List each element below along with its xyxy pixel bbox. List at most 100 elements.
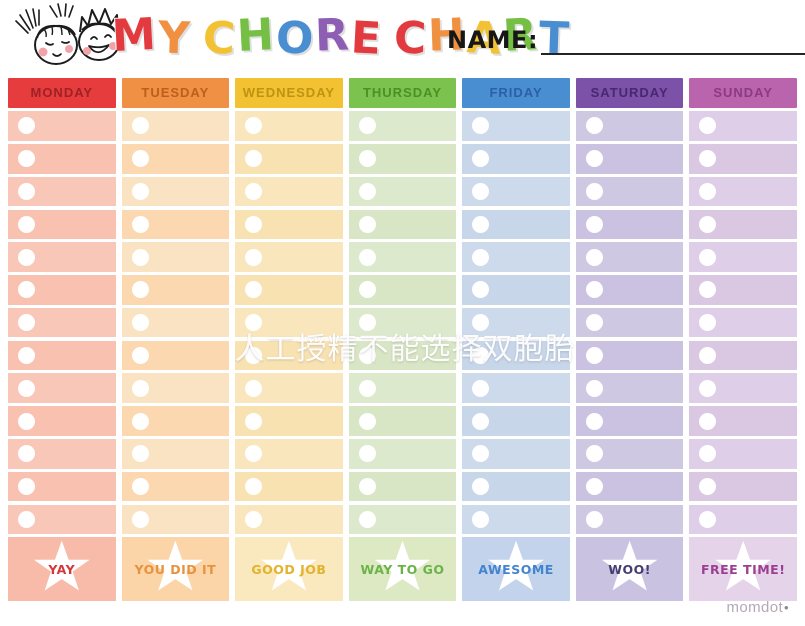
- chore-cell: [8, 439, 116, 469]
- chore-bullet-circle: [699, 281, 717, 299]
- chore-bullet-circle: [699, 117, 717, 135]
- chore-cell: [235, 340, 343, 371]
- chore-cell: [121, 275, 230, 305]
- chore-cell: [348, 471, 457, 502]
- chore-bullet-circle: [245, 412, 263, 430]
- chore-cell: [462, 504, 570, 535]
- chore-bullet-circle: [585, 215, 603, 233]
- chore-bullet-circle: [245, 510, 263, 528]
- chore-cell: [8, 111, 116, 141]
- day-header: THURSDAY: [348, 78, 457, 108]
- chore-bullet-circle: [699, 379, 717, 397]
- chore-bullet-circle: [358, 478, 376, 496]
- chore-cell: [575, 209, 684, 240]
- brand-logo: momdot•: [726, 599, 789, 616]
- chore-bullet-circle: [245, 248, 263, 266]
- chore-bullet-circle: [131, 379, 149, 397]
- chore-cell: [8, 275, 116, 305]
- chore-bullet-circle: [131, 215, 149, 233]
- chore-cell: [348, 275, 457, 305]
- chore-bullet-circle: [18, 150, 35, 168]
- chore-cell: [121, 209, 230, 240]
- chore-cell: [121, 406, 230, 436]
- chore-cell: [689, 143, 797, 174]
- chore-cell: [462, 176, 570, 207]
- chore-bullet-circle: [585, 445, 603, 463]
- title-letter: [383, 15, 392, 59]
- chore-bullet-circle: [358, 510, 376, 528]
- title-letter: E: [349, 12, 383, 65]
- chore-bullet-circle: [18, 314, 35, 332]
- chore-bullet-circle: [245, 314, 263, 332]
- chore-cell: [235, 176, 343, 207]
- chore-cell: [575, 373, 684, 404]
- chore-bullet-circle: [131, 117, 149, 135]
- kids-illustration: [15, 3, 120, 65]
- name-label: NAME:: [447, 26, 539, 54]
- reward-label: WAY TO GO: [360, 561, 445, 577]
- chore-cell: [235, 209, 343, 240]
- chore-cell: [689, 307, 797, 338]
- day-column-tuesday: TUESDAY YOU DID IT: [121, 78, 230, 602]
- day-header: MONDAY: [8, 78, 116, 108]
- chore-bullet-circle: [358, 150, 376, 168]
- chore-bullet-circle: [131, 510, 149, 528]
- chore-bullet-circle: [585, 183, 603, 201]
- chore-cell: [689, 406, 797, 436]
- chore-bullet-circle: [18, 510, 35, 528]
- chore-cell: [575, 307, 684, 338]
- chore-bullet-circle: [245, 445, 263, 463]
- chore-cell: [8, 143, 116, 174]
- chore-cell: [348, 242, 457, 272]
- day-column-monday: MONDAY YAY: [8, 78, 116, 602]
- chore-bullet-circle: [18, 412, 35, 430]
- chore-cell: [462, 307, 570, 338]
- chore-cell: [8, 209, 116, 240]
- chore-bullet-circle: [131, 248, 149, 266]
- chore-cell: [462, 111, 570, 141]
- chore-bullet-circle: [699, 314, 717, 332]
- chore-cell: [462, 340, 570, 371]
- chore-cell: [8, 307, 116, 338]
- chore-bullet-circle: [131, 281, 149, 299]
- chore-bullet-circle: [18, 248, 35, 266]
- chore-cell: [8, 373, 116, 404]
- chore-bullet-circle: [472, 248, 490, 266]
- chore-cell: [575, 340, 684, 371]
- chore-bullet-circle: [358, 379, 376, 397]
- chore-cell: [575, 471, 684, 502]
- reward-cell: YAY: [8, 537, 116, 602]
- chore-cell: [235, 504, 343, 535]
- chore-cell: [348, 406, 457, 436]
- chore-bullet-circle: [245, 150, 263, 168]
- chore-bullet-circle: [699, 346, 717, 364]
- chore-cell: [121, 504, 230, 535]
- chore-bullet-circle: [245, 346, 263, 364]
- chore-cell: [348, 176, 457, 207]
- chore-bullet-circle: [131, 412, 149, 430]
- chore-bullet-circle: [358, 314, 376, 332]
- reward-cell: FREE TIME!: [689, 537, 797, 602]
- chore-cell: [575, 111, 684, 141]
- chore-cell: [462, 471, 570, 502]
- brand-name: momdot: [726, 599, 784, 616]
- chore-bullet-circle: [472, 150, 490, 168]
- chore-cell: [462, 406, 570, 436]
- chore-bullet-circle: [245, 117, 263, 135]
- chore-cell: [689, 340, 797, 371]
- chore-cell: [8, 340, 116, 371]
- chore-bullet-circle: [18, 215, 35, 233]
- reward-label: FREE TIME!: [700, 561, 786, 577]
- chore-cell: [689, 275, 797, 305]
- chore-cell: [575, 275, 684, 305]
- chore-bullet-circle: [585, 248, 603, 266]
- chore-cell: [462, 275, 570, 305]
- chore-bullet-circle: [18, 445, 35, 463]
- chore-bullet-circle: [585, 510, 603, 528]
- day-header: SATURDAY: [575, 78, 684, 108]
- chore-cell: [121, 373, 230, 404]
- chore-bullet-circle: [358, 117, 376, 135]
- title-letter: H: [235, 9, 276, 62]
- chore-cell: [235, 111, 343, 141]
